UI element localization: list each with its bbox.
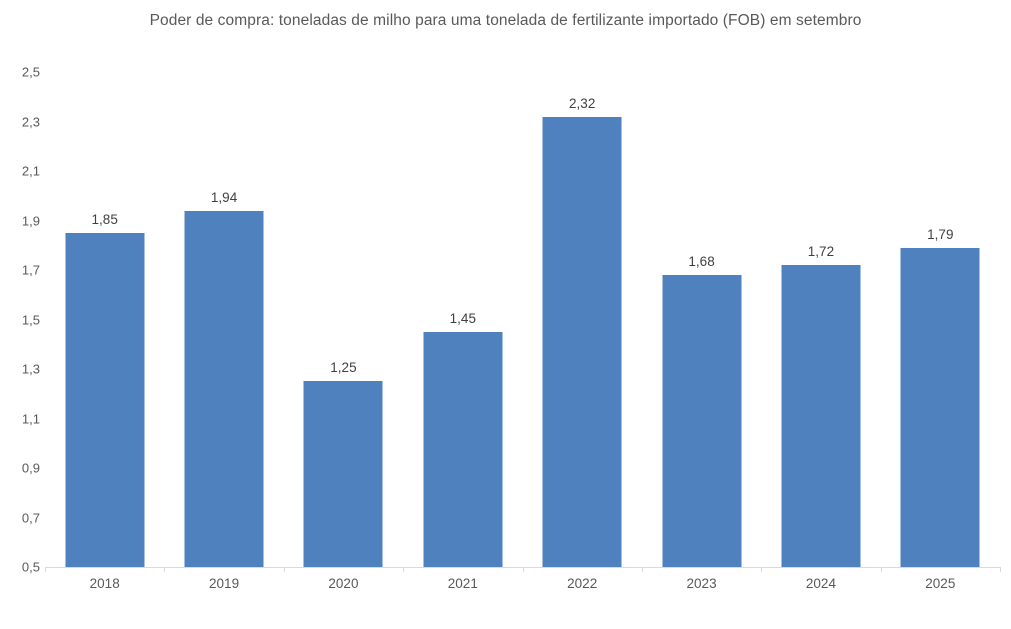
x-axis-tick-label: 2021 [447,576,478,591]
y-axis-tick-label: 0,9 [21,460,40,476]
y-axis-tick-label: 0,5 [21,559,40,575]
x-axis-tick-mark [403,567,405,572]
x-axis-tick-mark [1000,567,1001,572]
x-axis-tick-label: 2019 [209,576,240,591]
x-axis-tick-label: 2023 [686,576,717,591]
bar-value-label: 1,45 [449,310,476,326]
bar-value-label: 1,68 [688,253,715,269]
y-axis-tick-label: 0,7 [21,510,40,525]
x-axis-tick-label: 2025 [925,576,956,591]
x-axis-tick-label: 2024 [805,576,836,591]
y-axis-tick-label: 1,1 [21,411,40,426]
y-axis-tick-label: 1,7 [21,262,40,278]
x-axis-tick-label: 2020 [328,576,359,591]
bar-2019 [184,210,264,567]
bar-value-label: 1,85 [91,211,118,227]
bar-2022 [542,116,622,567]
y-axis-tick-label: 1,9 [21,213,40,228]
bar-value-label: 1,72 [807,244,835,260]
y-axis-tick-label: 2,3 [21,114,40,129]
x-axis-tick-label: 2018 [89,576,120,591]
bar-value-label: 1,25 [330,360,357,376]
y-axis-tick-label: 1,5 [21,312,40,327]
bar-value-label: 1,79 [927,226,954,242]
bar-2018 [65,232,145,567]
x-axis-tick-mark [45,567,46,572]
bar-2021 [423,331,503,567]
chart-title: Poder de compra: toneladas de milho para… [149,12,862,29]
bar-value-label: 2,32 [569,95,596,111]
bar-value-label: 1,94 [210,189,238,205]
y-axis-tick-label: 1,3 [21,361,40,377]
x-axis-tick-mark [880,567,882,572]
x-axis-tick-mark [761,567,763,572]
x-axis-tick-mark [522,567,524,572]
bar-2020 [303,381,383,567]
x-axis-tick-mark [641,567,643,572]
x-axis-tick-mark [283,567,285,572]
x-axis-tick-mark [164,567,166,572]
bar-2024 [781,265,861,567]
y-axis-tick-label: 2,1 [21,163,40,179]
bar-2025 [900,247,980,567]
bar-2023 [662,274,742,567]
y-axis-tick-label: 2,5 [21,64,40,80]
x-axis-tick-label: 2022 [567,576,598,591]
